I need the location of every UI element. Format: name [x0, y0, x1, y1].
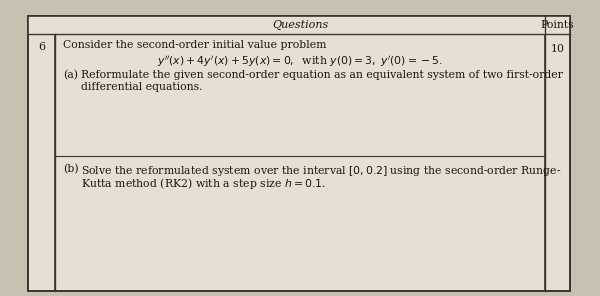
Text: Questions: Questions — [272, 20, 328, 30]
Text: 10: 10 — [551, 44, 565, 54]
Text: differential equations.: differential equations. — [81, 82, 203, 92]
Text: Reformulate the given second-order equation as an equivalent system of two first: Reformulate the given second-order equat… — [81, 70, 563, 80]
Text: Points: Points — [541, 20, 574, 30]
Text: (b): (b) — [63, 164, 79, 174]
Bar — [28, 16, 570, 34]
Bar — [28, 16, 55, 291]
Text: Solve the reformulated system over the interval $[0,0.2]$ using the second-order: Solve the reformulated system over the i… — [81, 164, 562, 178]
Text: (a): (a) — [63, 70, 78, 80]
Text: $y''(x)+4y'(x)+5y(x)=0,\;$ with $y(0)=3,\; y'(0)=-5.$: $y''(x)+4y'(x)+5y(x)=0,\;$ with $y(0)=3,… — [157, 54, 443, 69]
Text: Consider the second-order initial value problem: Consider the second-order initial value … — [63, 40, 326, 50]
Text: 6: 6 — [38, 42, 45, 52]
Text: Kutta method (RK2) with a step size $h=0.1$.: Kutta method (RK2) with a step size $h=0… — [81, 176, 326, 191]
Bar — [545, 16, 570, 291]
